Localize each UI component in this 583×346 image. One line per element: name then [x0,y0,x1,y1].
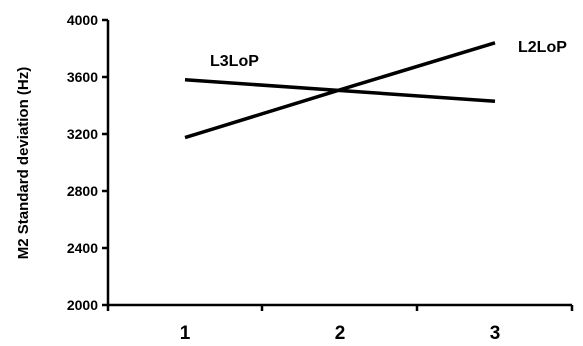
x-axis: 1 2 3 [106,303,574,344]
series-label-l3lop: L3LoP [210,53,259,70]
x-tick-label: 2 [335,323,346,344]
y-axis: 2000 2400 2800 3200 3600 4000 [67,12,110,313]
series-label-l2lop: L2LoP [518,39,567,56]
y-axis-label: M2 Standard deviation (Hz) [15,67,32,260]
series-layer: L3LoP L2LoP [184,39,567,140]
x-tick-label: 1 [180,323,191,344]
y-tick-label: 2800 [67,183,98,199]
y-tick-label: 2000 [67,297,98,313]
y-tick-label: 2400 [67,240,98,256]
y-tick-label: 3200 [67,126,98,142]
y-tick-label: 3600 [67,69,98,85]
y-tick-label: 4000 [67,12,98,28]
series-line-l2lop [184,41,496,140]
x-tick-label: 3 [490,323,501,344]
